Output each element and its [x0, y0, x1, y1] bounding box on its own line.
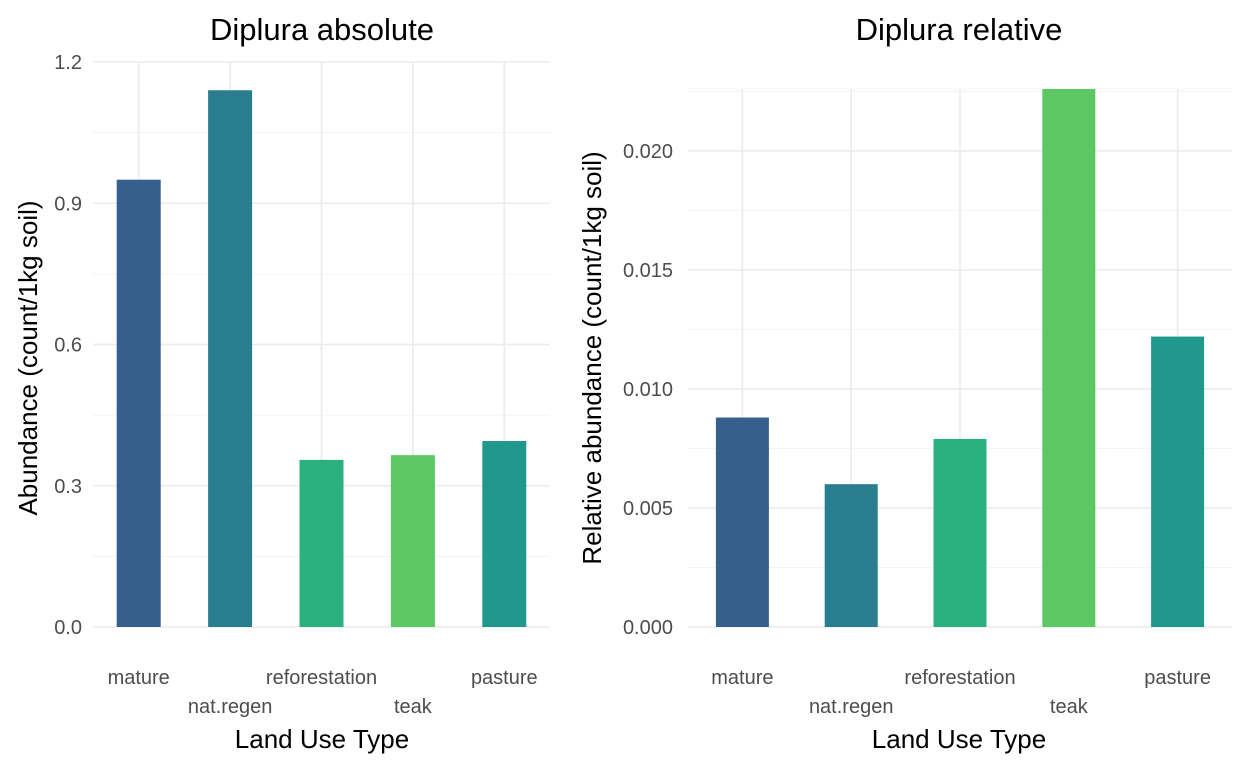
y-tick-label: 0.0 [54, 617, 82, 639]
y-tick-labels: 0.000 0.005 0.010 0.015 0.020 [623, 141, 673, 639]
chart-title: Diplura relative [856, 12, 1063, 47]
bar-nat-regen [208, 90, 253, 627]
x-tick-label: pasture [471, 667, 538, 689]
y-tick-label: 0.3 [54, 476, 82, 498]
panel-absolute: 0.0 0.3 0.6 0.9 1.2 mature nat.regen reforesta… [13, 12, 550, 754]
bar-reforestation [299, 459, 344, 627]
bars [715, 89, 1205, 627]
bar-pasture [1151, 336, 1205, 627]
bar-teak [1042, 89, 1096, 627]
x-tick-label: reforestation [904, 667, 1015, 689]
x-tick-labels: mature nat.regen reforestation teak pasture [108, 667, 538, 718]
y-tick-label: 0.6 [54, 335, 82, 357]
y-tick-labels: 0.0 0.3 0.6 0.9 1.2 [54, 52, 82, 639]
bar-teak [390, 455, 435, 627]
x-tick-label: nat.regen [809, 696, 894, 718]
x-tick-label: teak [1050, 696, 1089, 718]
x-tick-label: mature [711, 667, 773, 689]
y-axis-title: Relative abundance (count/1kg soil) [577, 151, 607, 564]
bar-nat-regen [824, 484, 878, 627]
bar-mature [116, 179, 161, 628]
chart-title: Diplura absolute [210, 12, 434, 47]
bar-mature [715, 417, 769, 627]
bar-pasture [482, 441, 527, 627]
x-tick-labels: mature nat.regen reforestation teak pasture [711, 667, 1211, 718]
x-axis-title: Land Use Type [872, 724, 1046, 754]
x-axis-title: Land Use Type [235, 724, 409, 754]
y-tick-label: 0.005 [623, 498, 673, 520]
x-tick-label: pasture [1144, 667, 1211, 689]
y-tick-label: 0.015 [623, 260, 673, 282]
y-tick-label: 1.2 [54, 52, 82, 74]
x-tick-label: nat.regen [188, 696, 273, 718]
y-tick-label: 0.000 [623, 617, 673, 639]
x-tick-label: reforestation [266, 667, 377, 689]
y-tick-label: 0.010 [623, 379, 673, 401]
y-tick-label: 0.9 [54, 193, 82, 215]
y-axis-title: Abundance (count/1kg soil) [13, 200, 43, 515]
panel-relative: 0.000 0.005 0.010 0.015 0.020 mature nat.rege… [577, 12, 1232, 754]
bar-reforestation [933, 438, 987, 627]
y-tick-label: 0.020 [623, 141, 673, 163]
bars [116, 90, 527, 628]
x-tick-label: teak [394, 696, 433, 718]
x-tick-label: mature [108, 667, 170, 689]
